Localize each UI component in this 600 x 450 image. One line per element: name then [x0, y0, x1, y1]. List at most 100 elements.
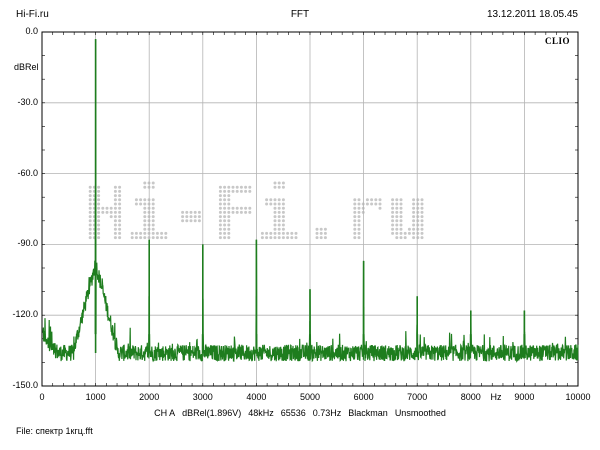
watermark-dot [273, 210, 277, 214]
watermark-dot [420, 215, 424, 219]
watermark-dot [378, 202, 382, 206]
watermark-dot [227, 198, 231, 202]
watermark-dot [315, 227, 319, 231]
watermark-dot [139, 202, 143, 206]
watermark-dot [412, 210, 416, 214]
watermark-dot [118, 185, 122, 189]
watermark-dot [294, 231, 298, 235]
y-tick-label: -120.0 [12, 309, 38, 320]
watermark-dot [101, 210, 105, 214]
watermark-dot [118, 223, 122, 227]
watermark-dot [265, 236, 269, 240]
watermark-dot [223, 215, 227, 219]
watermark-dot [97, 194, 101, 198]
y-tick-label: -60.0 [17, 167, 38, 178]
watermark-dot [139, 198, 143, 202]
watermark-dot [227, 210, 231, 214]
watermark-dot [357, 231, 361, 235]
watermark-dot [193, 210, 197, 214]
watermark-dot [223, 219, 227, 223]
watermark-dot [277, 219, 281, 223]
watermark-dot [134, 231, 138, 235]
watermark-dot [223, 236, 227, 240]
watermark-dot [235, 185, 239, 189]
watermark-dot [143, 198, 147, 202]
watermark-dot [248, 206, 252, 210]
watermark-dot [277, 236, 281, 240]
watermark-dot [88, 198, 92, 202]
watermark-dot [164, 231, 168, 235]
watermark-dot [412, 206, 416, 210]
watermark-dot [151, 223, 155, 227]
watermark-dot [231, 210, 235, 214]
reference: dBRel(1.896V) [182, 408, 242, 418]
watermark-dot [118, 198, 122, 202]
watermark-dot [97, 223, 101, 227]
watermark-dot [218, 215, 222, 219]
watermark-dot [395, 198, 399, 202]
watermark-dot [143, 219, 147, 223]
watermark-dot [412, 219, 416, 223]
watermark-dot [97, 210, 101, 214]
watermark-dot [416, 198, 420, 202]
watermark-dot [143, 231, 147, 235]
watermark-dot [118, 219, 122, 223]
watermark-dot [197, 219, 201, 223]
watermark-dot [323, 231, 327, 235]
watermark-dot [218, 227, 222, 231]
watermark-dot [113, 223, 117, 227]
watermark-dot [244, 189, 248, 193]
watermark-dot [395, 231, 399, 235]
watermark-dot [143, 215, 147, 219]
watermark-dot [160, 231, 164, 235]
watermark-dot [277, 210, 281, 214]
watermark-dot [218, 202, 222, 206]
watermark-dot [391, 215, 395, 219]
watermark-dot [181, 210, 185, 214]
x-tick-label: 9000 [514, 392, 535, 402]
watermark-dot [143, 223, 147, 227]
watermark-dot [399, 219, 403, 223]
watermark-dot [181, 215, 185, 219]
watermark-dot [218, 236, 222, 240]
watermark-dot [277, 215, 281, 219]
watermark-dot [269, 202, 273, 206]
watermark-dot [420, 223, 424, 227]
watermark-dot [353, 231, 357, 235]
watermark-dot [323, 236, 327, 240]
watermark-dot [399, 210, 403, 214]
watermark-dot [281, 231, 285, 235]
watermark-dot [118, 206, 122, 210]
watermark-dot [420, 202, 424, 206]
watermark-dot [277, 231, 281, 235]
watermark-dot [113, 189, 117, 193]
watermark-dot [319, 227, 323, 231]
watermark-dot [218, 231, 222, 235]
watermark-dot [416, 202, 420, 206]
y-axis-unit: dBRel [14, 62, 39, 72]
watermark-dot [118, 227, 122, 231]
file-name: File: спектр 1кгц.fft [16, 426, 93, 436]
watermark-dot [97, 189, 101, 193]
watermark-dot [97, 236, 101, 240]
watermark-dot [391, 202, 395, 206]
watermark-dot [294, 236, 298, 240]
watermark-dot [403, 236, 407, 240]
watermark-dot [374, 202, 378, 206]
watermark-dot [151, 231, 155, 235]
watermark-dot [260, 236, 264, 240]
watermark-dot [227, 215, 231, 219]
watermark-dot [223, 206, 227, 210]
watermark-dot [265, 231, 269, 235]
x-tick-label: 8000 [460, 392, 481, 402]
watermark-dot [113, 236, 117, 240]
watermark-dot [378, 198, 382, 202]
header-left: Hi-Fi.ru [16, 9, 49, 20]
watermark-dot [412, 236, 416, 240]
watermark-dot [218, 210, 222, 214]
watermark-dot [239, 185, 243, 189]
watermark-dot [290, 231, 294, 235]
watermark-dot [286, 236, 290, 240]
watermark-dot [151, 185, 155, 189]
y-tick-label: -150.0 [12, 380, 38, 390]
